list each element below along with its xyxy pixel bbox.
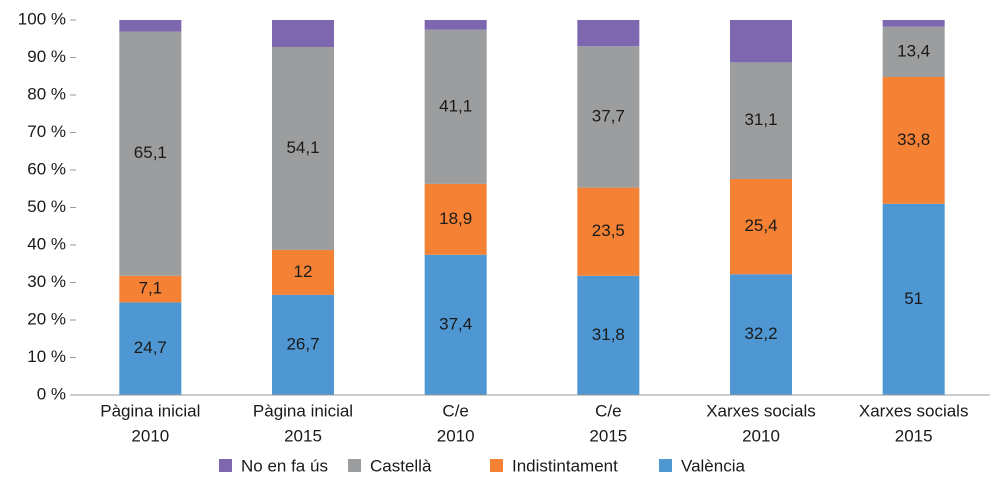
legend-label: Indistintament: [512, 456, 618, 475]
bar-segment: [424, 183, 487, 255]
y-tick-label: 30 %: [27, 272, 66, 291]
bar-segment: [730, 20, 792, 63]
x-tick-label: C/e: [442, 401, 468, 420]
y-tick-label: 70 %: [27, 122, 66, 141]
bar-segment: [119, 275, 182, 303]
bar-segment: [272, 20, 334, 47]
legend-swatch: [490, 459, 503, 472]
y-tick-label: 0 %: [37, 384, 66, 403]
data-label: 65,1: [134, 143, 167, 162]
bar-segment: [119, 20, 182, 32]
data-label: 24,7: [134, 338, 167, 357]
x-tick-label: 2015: [895, 426, 933, 445]
bar-segment: [577, 20, 640, 47]
legend-swatch: [219, 459, 232, 472]
x-tick-label: Xarxes socials: [859, 401, 969, 420]
x-tick-label: 2015: [589, 426, 627, 445]
data-label: 31,1: [744, 110, 777, 129]
bar-segment: [272, 249, 334, 295]
y-tick-label: 80 %: [27, 84, 66, 103]
y-tick-label: 20 %: [27, 309, 66, 328]
data-label: 31,8: [592, 325, 625, 344]
bar-segment: [730, 179, 792, 275]
bar-segment: [272, 294, 334, 395]
x-tick-label: C/e: [595, 401, 621, 420]
legend-label: Castellà: [370, 456, 432, 475]
data-label: 51: [904, 289, 923, 308]
x-tick-label: Pàgina inicial: [100, 401, 200, 420]
data-label: 23,5: [592, 221, 625, 240]
bar-segment: [577, 46, 640, 188]
data-label: 37,7: [592, 106, 625, 125]
y-tick-label: 100 %: [18, 9, 66, 28]
x-tick-label: Pàgina inicial: [253, 401, 353, 420]
bar-segment: [424, 20, 487, 30]
bar-segment: [882, 26, 945, 77]
x-tick-label: Xarxes socials: [706, 401, 816, 420]
bar-segment: [577, 187, 640, 276]
legend-swatch: [348, 459, 361, 472]
bar-segment: [730, 62, 792, 179]
bar-segment: [882, 20, 945, 27]
data-label: 25,4: [744, 216, 777, 235]
bar-segment: [119, 302, 182, 395]
bar-segment: [882, 203, 945, 395]
x-tick-label: 2010: [742, 426, 780, 445]
bar-segment: [882, 77, 945, 204]
y-tick-label: 40 %: [27, 234, 66, 253]
data-label: 7,1: [139, 279, 163, 298]
legend-label: No en fa ús: [241, 456, 328, 475]
x-tick-label: 2015: [284, 426, 322, 445]
y-tick-label: 90 %: [27, 47, 66, 66]
data-label: 54,1: [286, 138, 319, 157]
data-label: 41,1: [439, 96, 472, 115]
y-tick-label: 60 %: [27, 159, 66, 178]
bar-segment: [730, 274, 792, 395]
data-label: 37,4: [439, 314, 472, 333]
legend-label: València: [681, 456, 745, 475]
bar-segment: [119, 31, 182, 276]
bar-segment: [424, 29, 487, 184]
data-label: 12: [294, 262, 313, 281]
data-label: 33,8: [897, 130, 930, 149]
y-tick-label: 10 %: [27, 347, 66, 366]
data-label: 26,7: [286, 334, 319, 353]
data-label: 32,2: [744, 324, 777, 343]
x-tick-label: 2010: [131, 426, 169, 445]
y-tick-label: 50 %: [27, 197, 66, 216]
bar-segment: [272, 47, 334, 250]
legend-swatch: [659, 459, 672, 472]
data-label: 13,4: [897, 41, 930, 60]
bar-segment: [424, 254, 487, 395]
data-label: 18,9: [439, 209, 472, 228]
x-tick-label: 2010: [437, 426, 475, 445]
bar-segment: [577, 275, 640, 395]
